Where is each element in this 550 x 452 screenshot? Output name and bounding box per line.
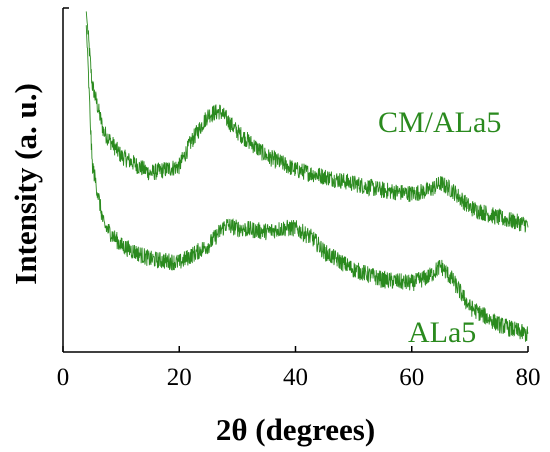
y-axis-label: Intensity (a. u.) bbox=[8, 83, 43, 285]
x-axis-label: 2θ (degrees) bbox=[216, 412, 375, 447]
plot-area: 0 20 40 60 80 bbox=[57, 7, 541, 391]
x-tick-label: 0 bbox=[57, 364, 70, 391]
x-ticks: 0 20 40 60 80 bbox=[57, 7, 541, 391]
x-tick-label: 40 bbox=[283, 364, 308, 391]
series-line-1 bbox=[85, 25, 529, 342]
series-label-ala5: ALa5 bbox=[408, 316, 476, 349]
series-label-cm-ala5: CM/ALa5 bbox=[378, 106, 501, 139]
x-tick-label: 60 bbox=[399, 364, 424, 391]
x-tick-label: 20 bbox=[167, 364, 192, 391]
x-tick-label: 80 bbox=[516, 364, 541, 391]
series-group bbox=[85, 11, 529, 342]
series-line-0 bbox=[85, 11, 529, 233]
